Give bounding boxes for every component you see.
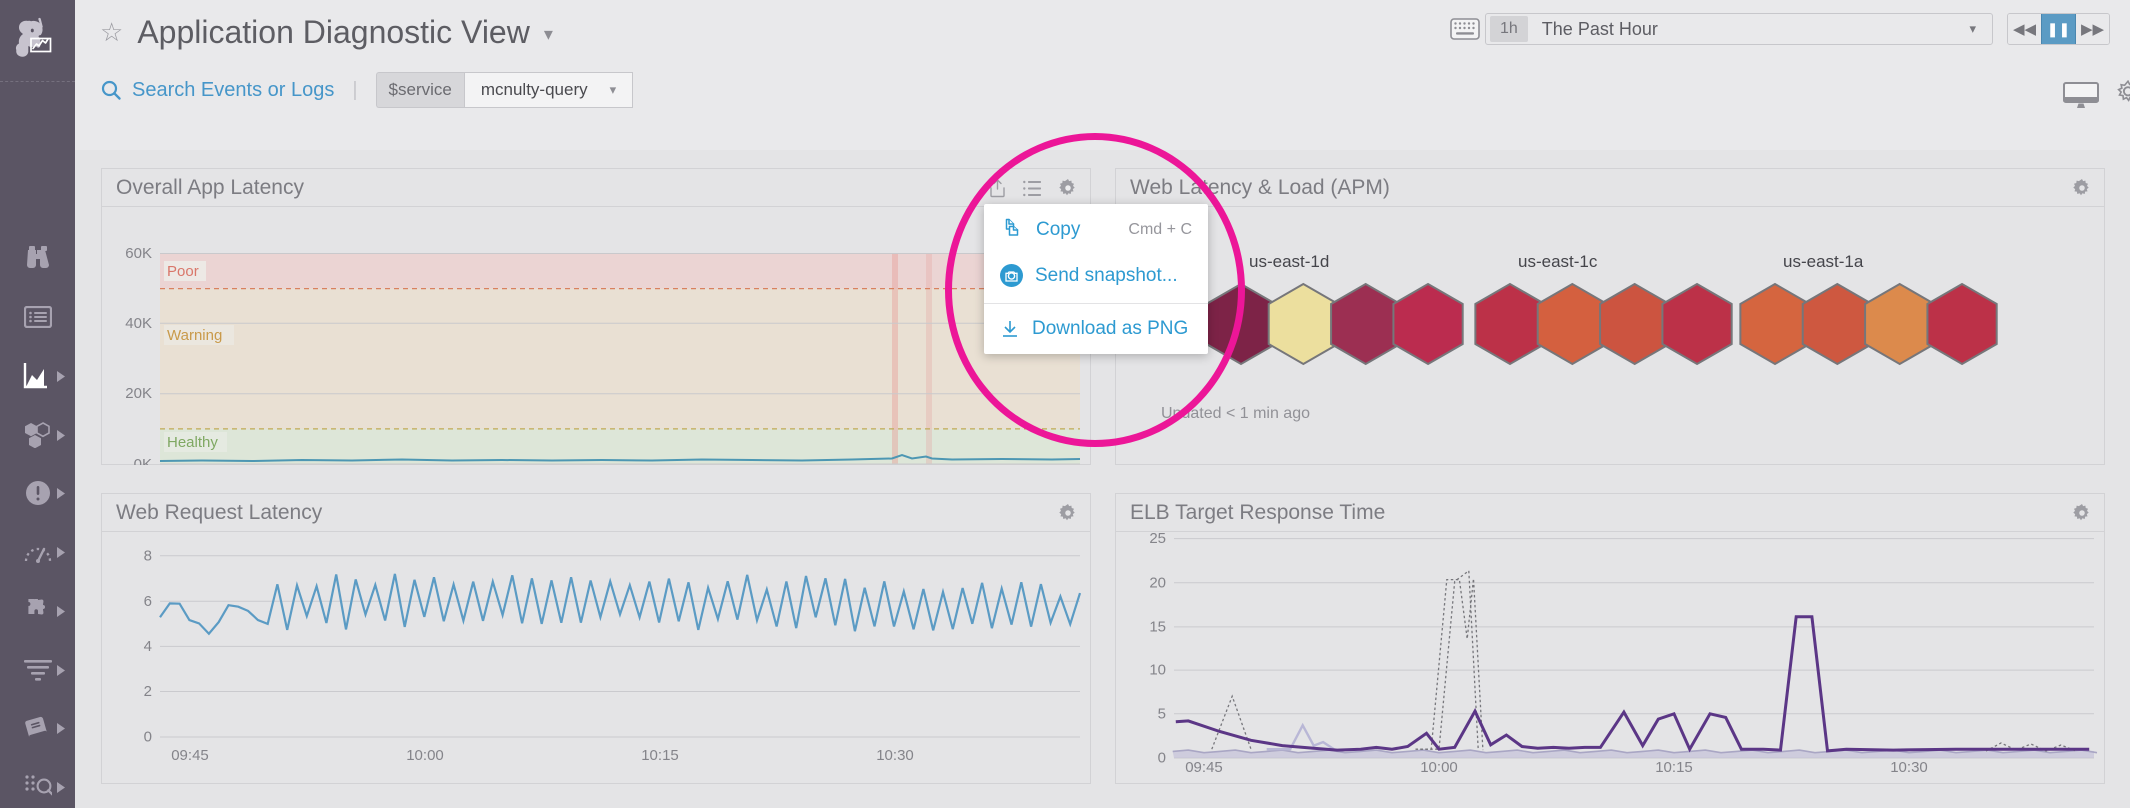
- svg-text:0: 0: [144, 729, 152, 746]
- svg-text:20K: 20K: [125, 385, 152, 402]
- svg-text:10:30: 10:30: [876, 747, 914, 764]
- svg-text:2: 2: [144, 683, 152, 700]
- svg-text:Healthy: Healthy: [167, 434, 218, 451]
- svg-text:Poor: Poor: [167, 263, 199, 280]
- svg-text:0: 0: [1158, 750, 1166, 767]
- svg-text:15: 15: [1149, 619, 1166, 636]
- svg-text:10:30: 10:30: [1890, 759, 1928, 776]
- svg-text:10:15: 10:15: [641, 747, 679, 764]
- svg-text:40K: 40K: [125, 315, 152, 332]
- svg-text:10:00: 10:00: [406, 747, 444, 764]
- svg-text:10: 10: [1149, 662, 1166, 679]
- svg-text:09:45: 09:45: [171, 747, 209, 764]
- svg-text:Warning: Warning: [167, 327, 222, 344]
- svg-text:10:00: 10:00: [1420, 759, 1458, 776]
- svg-text:5: 5: [1158, 706, 1166, 723]
- svg-text:60K: 60K: [125, 245, 152, 262]
- svg-text:09:45: 09:45: [1185, 759, 1223, 776]
- svg-text:6: 6: [144, 593, 152, 610]
- svg-text:4: 4: [144, 638, 152, 655]
- svg-text:20: 20: [1149, 575, 1166, 592]
- svg-text:8: 8: [144, 548, 152, 565]
- svg-text:10:15: 10:15: [1655, 759, 1693, 776]
- svg-text:0K: 0K: [134, 456, 152, 465]
- svg-text:25: 25: [1149, 532, 1166, 547]
